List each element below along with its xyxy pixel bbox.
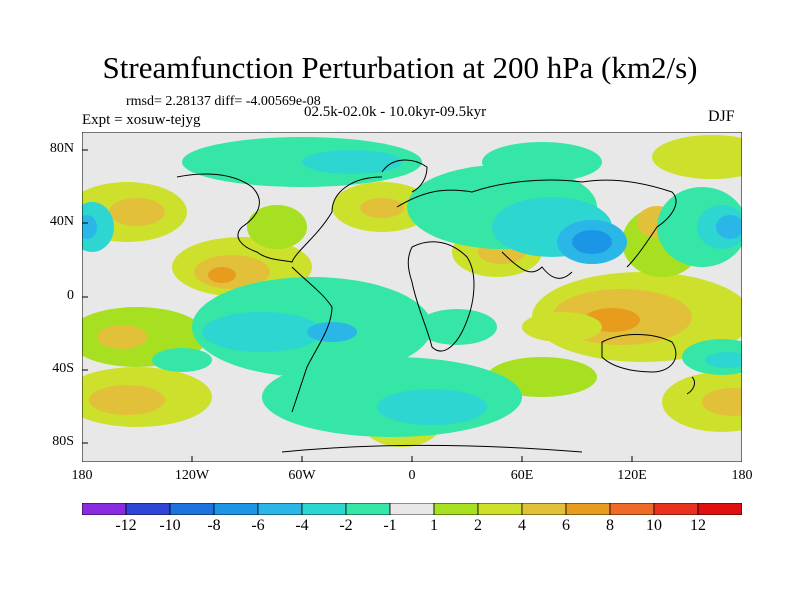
experiment-label: Expt = xosuw-tejyg — [82, 112, 201, 128]
colorbar-label: -10 — [159, 517, 181, 534]
colorbar-box-9 — [477, 503, 523, 515]
colorbar-box-11 — [565, 503, 611, 515]
lon-label-0: 0 — [408, 468, 416, 483]
colorbar-label: -1 — [383, 517, 397, 534]
contour-map — [82, 132, 742, 462]
colorbar-label: -6 — [251, 517, 265, 534]
period-label: 02.5k-02.0k - 10.0kyr-09.5kyr — [304, 104, 487, 120]
colorbar-box-7 — [389, 503, 435, 515]
colorbar-label: 4 — [518, 517, 526, 534]
colorbar-label: -8 — [207, 517, 221, 534]
colorbar-box-8 — [433, 503, 479, 515]
lon-label-120e: 120E — [617, 468, 647, 483]
colorbar-box-10 — [521, 503, 567, 515]
colorbar-label: 10 — [646, 517, 662, 534]
lat-label-80s: 80S — [52, 434, 74, 449]
colorbar-label: -2 — [339, 517, 353, 534]
colorbar-label: -4 — [295, 517, 309, 534]
axis-ticks — [82, 149, 633, 462]
colorbar-label: 8 — [606, 517, 614, 534]
colorbar-box-14 — [697, 503, 742, 515]
colorbar-box-3 — [213, 503, 259, 515]
colorbar-box-4 — [257, 503, 303, 515]
lon-label-60e: 60E — [510, 468, 534, 483]
coastlines — [176, 159, 695, 453]
colorbar-box-5 — [301, 503, 347, 515]
colorbar-label: 12 — [690, 517, 706, 534]
colorbar-label: 6 — [562, 517, 570, 534]
colorbar-box-1 — [125, 503, 171, 515]
stats-text: rmsd= 2.28137 diff= -4.00569e-08 — [126, 94, 321, 109]
colorbar-box-0 — [82, 503, 127, 515]
colorbar-label: -12 — [115, 517, 137, 534]
lon-label-120w: 120W — [174, 468, 210, 483]
plot-title: Streamfunction Perturbation at 200 hPa (… — [102, 50, 698, 85]
lat-label-80n: 80N — [49, 141, 74, 156]
lon-label-60w: 60W — [288, 468, 316, 483]
lon-label-180w: 180 — [71, 468, 93, 483]
lat-label-40s: 40S — [52, 361, 74, 376]
colorbar-box-6 — [345, 503, 391, 515]
colorbar-box-12 — [609, 503, 655, 515]
lat-label-0: 0 — [67, 288, 74, 303]
colorbar-box-2 — [169, 503, 215, 515]
lon-label-180e: 180 — [731, 468, 753, 483]
season-label: DJF — [708, 108, 735, 125]
positive-anomaly-regions — [82, 135, 742, 447]
colorbar — [82, 503, 742, 515]
colorbar-label: 2 — [474, 517, 482, 534]
negative-anomaly-regions — [82, 137, 742, 437]
colorbar-box-13 — [653, 503, 699, 515]
lat-label-40n: 40N — [49, 214, 74, 229]
colorbar-label: 1 — [430, 517, 438, 534]
